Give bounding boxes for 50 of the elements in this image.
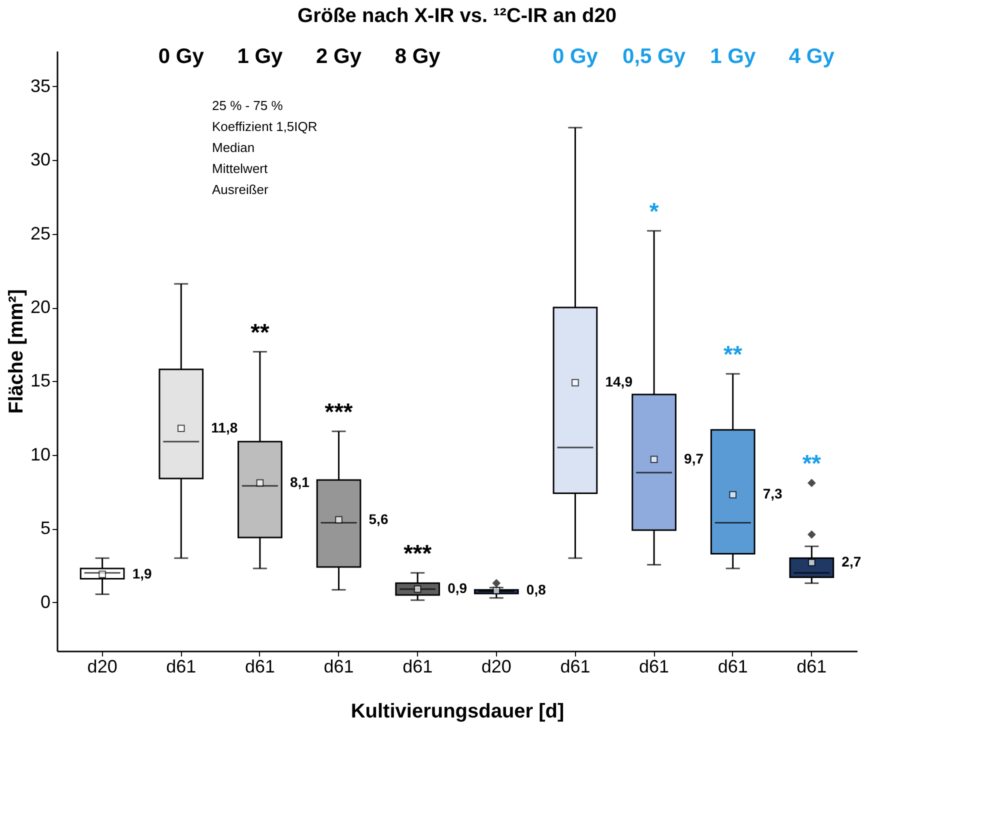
annotation: *** bbox=[404, 540, 432, 568]
text: 0,9 bbox=[448, 580, 468, 596]
y-tick-label: 30 bbox=[30, 150, 50, 170]
y-tick-label: 35 bbox=[30, 76, 50, 96]
annotation: ** bbox=[250, 319, 270, 346]
annotation: Mittelwert bbox=[212, 161, 268, 176]
text: 7,3 bbox=[762, 486, 782, 502]
annotation: * bbox=[649, 198, 660, 226]
annotation: 0,5 Gy bbox=[622, 44, 686, 68]
annotation: *** bbox=[324, 398, 354, 426]
annotation: 4 Gy bbox=[788, 44, 835, 68]
y-tick-label: 10 bbox=[30, 444, 50, 464]
annotation: 8 Gy bbox=[394, 44, 441, 68]
x-axis-title: Kultivierungsdauer [d] bbox=[350, 700, 564, 722]
y-tick-label: 5 bbox=[40, 518, 50, 538]
chart-title: Größe nach X-IR vs. ¹²C-IR an d20 bbox=[298, 4, 616, 27]
annotation: Median bbox=[212, 140, 255, 155]
y-tick-label: 0 bbox=[40, 592, 50, 612]
text: 11,8 bbox=[211, 419, 238, 436]
x-tick-label: d61 bbox=[796, 656, 827, 676]
x-tick-label: d61 bbox=[718, 656, 748, 676]
annotation: 2 Gy bbox=[316, 44, 362, 68]
annotation: 25 % - 75 % bbox=[212, 98, 284, 113]
x-tick-label: d61 bbox=[560, 656, 590, 676]
x-tick-label: d61 bbox=[324, 656, 354, 676]
annotation: 1 Gy bbox=[710, 44, 756, 68]
x-tick-label: d61 bbox=[244, 656, 275, 676]
x-tick-label: d61 bbox=[639, 656, 670, 676]
annotation: Ausreißer bbox=[212, 182, 270, 197]
text: 5,6 bbox=[368, 510, 388, 527]
x-tick-label: d61 bbox=[402, 656, 433, 676]
text: 0,8 bbox=[526, 582, 546, 598]
annotation: Koeffizient 1,5IQR bbox=[212, 119, 318, 134]
text: 14,9 bbox=[605, 374, 632, 390]
y-axis-title: Fläche [mm²] bbox=[5, 289, 28, 414]
text: 9,7 bbox=[684, 450, 704, 466]
x-tick-label: d20 bbox=[87, 656, 118, 676]
annotation: 0 Gy bbox=[158, 44, 204, 68]
y-tick-label: 20 bbox=[30, 297, 50, 318]
annotation: 1 Gy bbox=[237, 44, 284, 68]
y-tick-label: 25 bbox=[30, 223, 50, 244]
text: 8,1 bbox=[290, 474, 310, 490]
y-tick-label: 15 bbox=[30, 370, 50, 391]
annotation: ** bbox=[802, 450, 822, 478]
text: 2,7 bbox=[842, 554, 862, 570]
x-tick-label: d61 bbox=[166, 656, 196, 676]
annotation: ** bbox=[724, 341, 743, 368]
x-tick-label: d20 bbox=[481, 656, 512, 676]
text: 1,9 bbox=[132, 565, 152, 582]
annotation: 0 Gy bbox=[552, 44, 598, 68]
